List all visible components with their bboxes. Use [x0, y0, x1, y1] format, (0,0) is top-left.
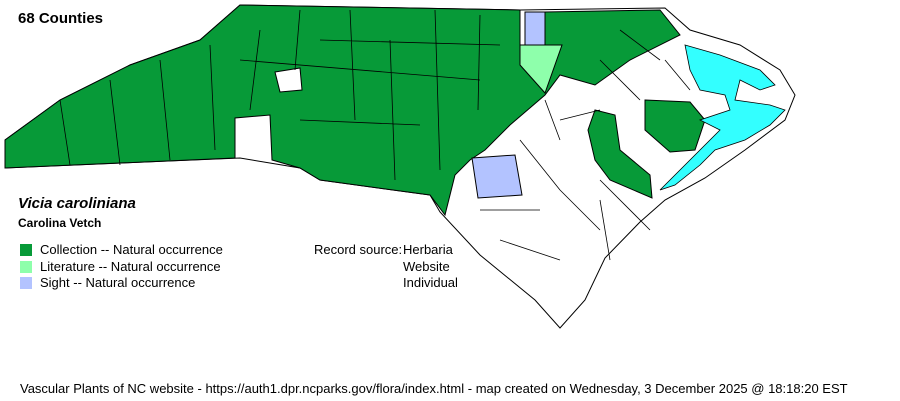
literature-county — [519, 44, 563, 94]
record-source-individual: Individual — [403, 275, 458, 290]
legend-label: Collection -- Natural occurrence — [40, 242, 223, 257]
legend-swatch — [20, 276, 32, 289]
collection-counties-east-2 — [644, 99, 706, 153]
county-count: 68 Counties — [18, 10, 104, 27]
sight-county-north — [524, 11, 546, 46]
legend-swatch — [20, 260, 32, 273]
legend-swatch — [20, 243, 32, 256]
sounds-water — [659, 44, 786, 191]
collection-counties-east-1 — [587, 109, 653, 199]
footer-credit: Vascular Plants of NC website - https://… — [20, 381, 848, 396]
collection-counties-west — [4, 4, 681, 217]
legend-item-collection: Collection -- Natural occurrence — [20, 242, 223, 257]
legend-label: Literature -- Natural occurrence — [40, 259, 221, 274]
legend-item-sight: Sight -- Natural occurrence — [20, 275, 195, 290]
scientific-name: Vicia caroliniana — [18, 195, 136, 212]
common-name: Carolina Vetch — [18, 216, 102, 230]
sight-county-south — [471, 154, 523, 199]
absent-county-buncombe-area — [274, 67, 303, 93]
legend-label: Sight -- Natural occurrence — [40, 275, 196, 290]
record-source-label: Record source: — [314, 242, 403, 257]
record-source-herbaria: Herbaria — [403, 242, 453, 257]
legend-item-literature: Literature -- Natural occurrence — [20, 259, 221, 274]
record-source-website: Website — [403, 259, 450, 274]
county-lines — [59, 9, 691, 261]
